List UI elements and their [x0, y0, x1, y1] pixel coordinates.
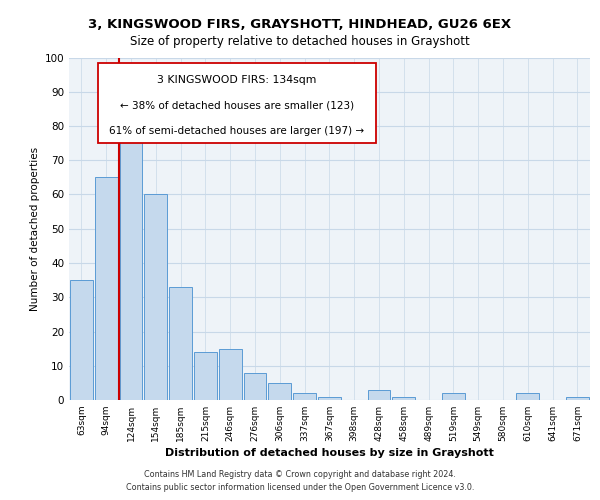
Text: 61% of semi-detached houses are larger (197) →: 61% of semi-detached houses are larger (… [109, 126, 365, 136]
Text: ← 38% of detached houses are smaller (123): ← 38% of detached houses are smaller (12… [120, 100, 354, 110]
Bar [194, 352, 217, 400]
Bar [95, 178, 118, 400]
Bar [169, 287, 192, 400]
Bar [145, 194, 167, 400]
Text: 3, KINGSWOOD FIRS, GRAYSHOTT, HINDHEAD, GU26 6EX: 3, KINGSWOOD FIRS, GRAYSHOTT, HINDHEAD, … [88, 18, 512, 30]
Bar [244, 372, 266, 400]
Bar [368, 390, 391, 400]
Bar [392, 396, 415, 400]
Bar [268, 383, 291, 400]
Bar [219, 348, 242, 400]
Bar [566, 396, 589, 400]
Text: Contains HM Land Registry data © Crown copyright and database right 2024.
Contai: Contains HM Land Registry data © Crown c… [126, 470, 474, 492]
Bar [119, 126, 142, 400]
FancyBboxPatch shape [98, 62, 376, 143]
Bar [293, 393, 316, 400]
Text: 3 KINGSWOOD FIRS: 134sqm: 3 KINGSWOOD FIRS: 134sqm [157, 74, 317, 85]
Text: Size of property relative to detached houses in Grayshott: Size of property relative to detached ho… [130, 35, 470, 48]
Y-axis label: Number of detached properties: Number of detached properties [31, 146, 40, 311]
Bar [318, 396, 341, 400]
Bar [517, 393, 539, 400]
Bar [70, 280, 93, 400]
Bar [442, 393, 465, 400]
X-axis label: Distribution of detached houses by size in Grayshott: Distribution of detached houses by size … [165, 448, 494, 458]
